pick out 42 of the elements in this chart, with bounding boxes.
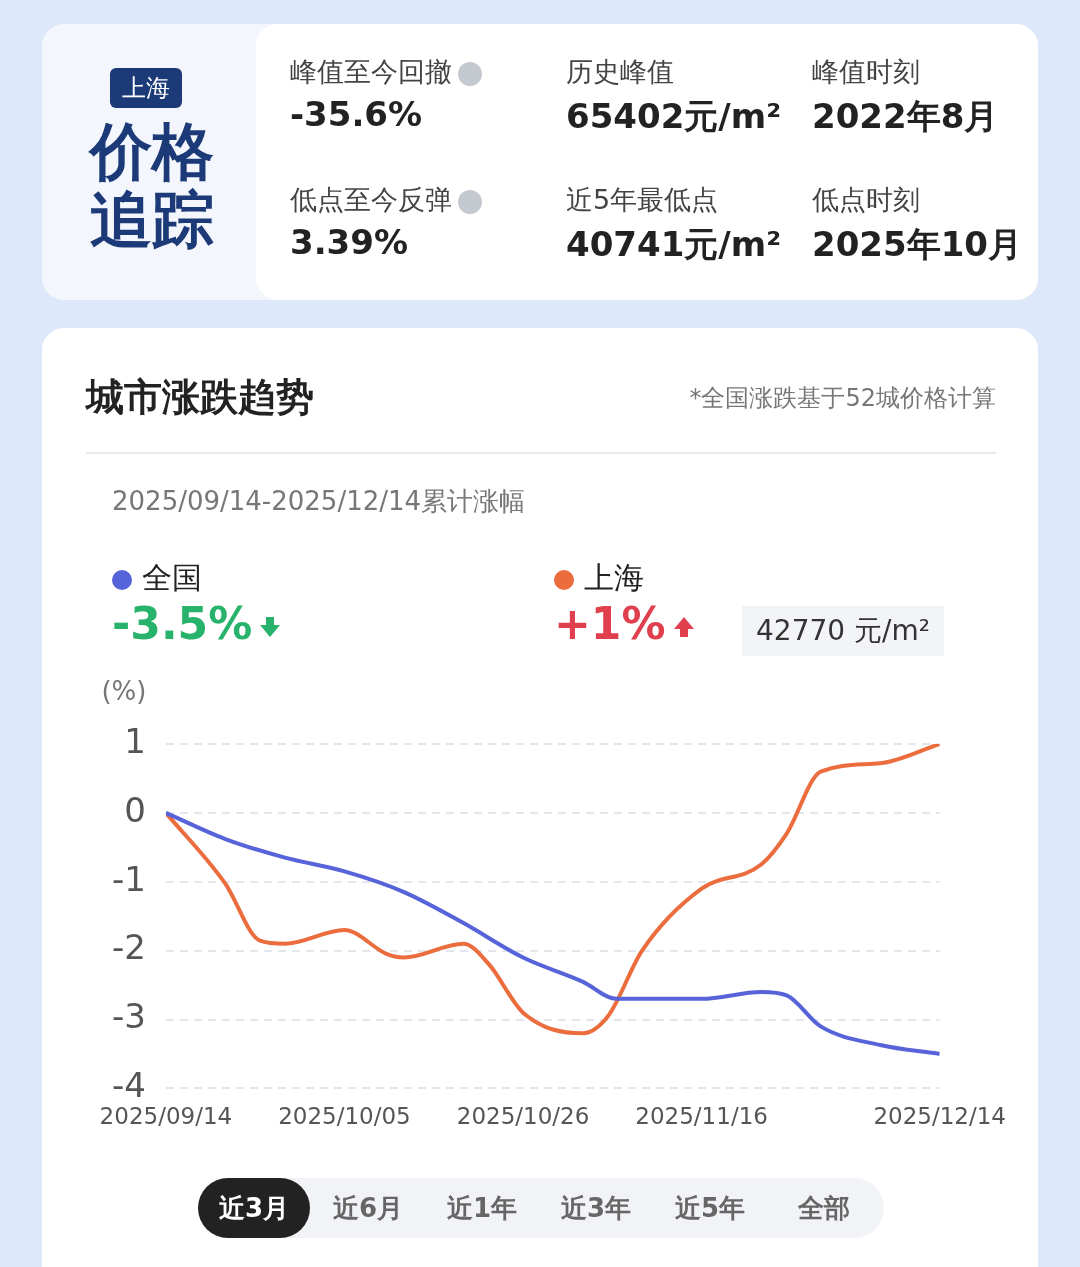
text: 低点时刻	[812, 183, 920, 217]
text: +1%	[554, 598, 667, 649]
text: 上海	[110, 68, 182, 108]
x-tick-label: 2025/09/14	[99, 1103, 233, 1130]
x-tick-label: 2025/10/26	[456, 1103, 590, 1130]
legend-label: 上海	[584, 560, 644, 595]
text: 峰值时刻	[812, 55, 920, 89]
y-axis-title: (%)	[101, 676, 147, 706]
chart-title: 城市涨跌趋势	[86, 374, 314, 421]
text: 峰值至今回撤	[290, 55, 453, 89]
y-tick-label: 0	[124, 789, 146, 830]
text: -3.5%	[112, 598, 254, 649]
x-tick-label: 2025/12/14	[873, 1103, 1007, 1130]
text: 价格追踪	[87, 115, 215, 256]
line-series	[165, 744, 940, 1036]
text: 42770 元/m²	[742, 606, 944, 656]
text: 近3月	[198, 1178, 310, 1238]
line-series	[165, 810, 940, 1056]
x-tick-label: 2025/11/16	[635, 1103, 768, 1130]
x-tick-label: 2025/10/05	[278, 1103, 411, 1130]
text: 40741元/m²	[566, 223, 782, 266]
y-tick-label: -3	[111, 996, 146, 1037]
text: 近1年	[445, 1192, 519, 1225]
y-tick-label: -4	[111, 1065, 146, 1106]
text: 近5年	[673, 1192, 747, 1225]
text: 近3年	[559, 1192, 633, 1225]
text: 2022年8月	[812, 95, 999, 138]
text: 历史峰值	[566, 55, 674, 89]
text: 2025年10月	[812, 223, 1022, 266]
text: 低点至今反弹	[290, 183, 453, 217]
y-tick-label: 1	[124, 720, 146, 761]
y-tick-label: -1	[111, 858, 146, 899]
text: -35.6%	[290, 94, 423, 134]
y-tick-label: -2	[111, 927, 146, 968]
text: 近5年最低点	[566, 183, 719, 217]
text: 3.39%	[290, 222, 408, 262]
text: 近6月	[331, 1192, 405, 1225]
text: 全部	[797, 1192, 851, 1225]
text: *全国涨跌基于52城价格计算	[689, 383, 996, 414]
text: 65402元/m²	[566, 95, 782, 138]
legend-label: 全国	[142, 560, 202, 595]
chart-subtitle: 2025/09/14-2025/12/14累计涨幅	[112, 485, 526, 518]
